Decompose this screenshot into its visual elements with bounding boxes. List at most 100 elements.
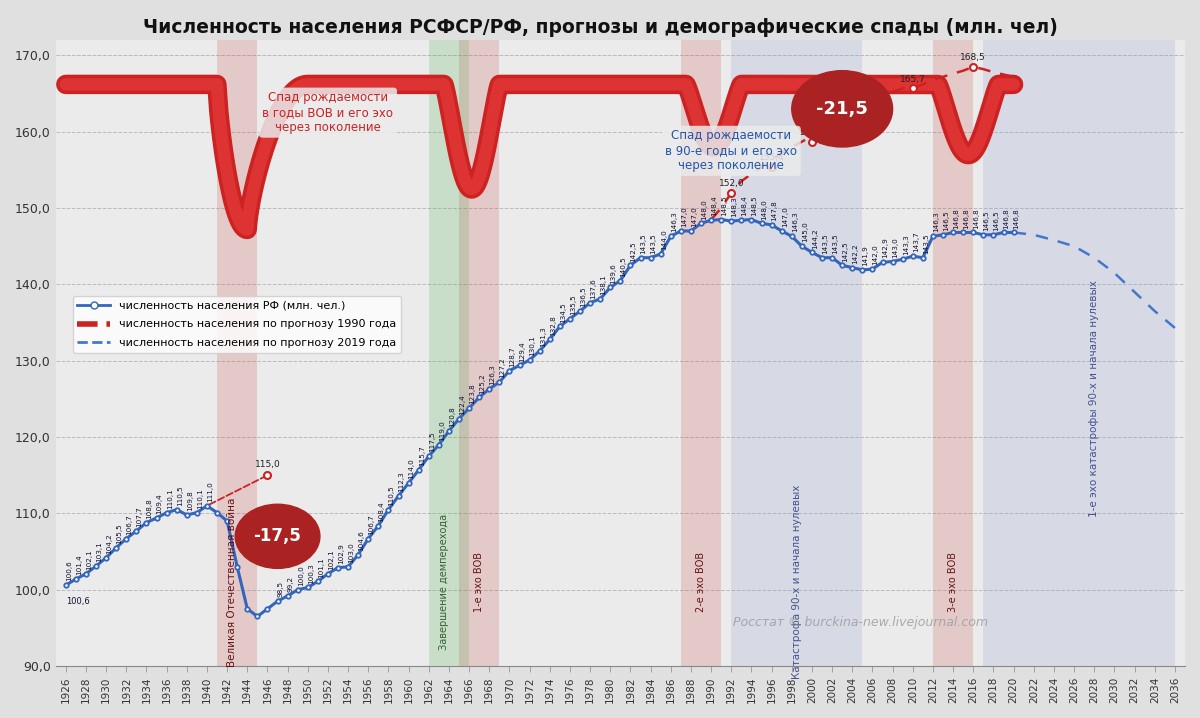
Legend: численность населения РФ (млн. чел.), численность населения по прогнозу 1990 год: численность населения РФ (млн. чел.), чи… (72, 296, 401, 353)
Text: 103,0: 103,0 (348, 542, 354, 563)
Text: Спад рождаемости
в годы ВОВ и его эхо
через поколение: Спад рождаемости в годы ВОВ и его эхо че… (263, 91, 394, 134)
Text: 106,7: 106,7 (126, 514, 132, 535)
Text: 135,5: 135,5 (570, 294, 576, 315)
Bar (983, 40, 1175, 666)
Text: 152,0: 152,0 (719, 180, 744, 188)
Text: 100,6: 100,6 (66, 597, 90, 605)
Text: 146,8: 146,8 (1014, 208, 1020, 228)
Text: Спад рождаемости
в 90-е годы и его эхо
через поколение: Спад рождаемости в 90-е годы и его эхо ч… (665, 129, 797, 172)
Text: 109,4: 109,4 (156, 493, 162, 514)
Text: 144,2: 144,2 (812, 228, 818, 248)
Text: 143,0: 143,0 (893, 237, 899, 258)
Text: 128,7: 128,7 (510, 346, 516, 367)
Text: 119,0: 119,0 (439, 420, 445, 441)
Text: 148,4: 148,4 (712, 196, 718, 216)
Text: 102,9: 102,9 (338, 543, 344, 564)
Text: 146,5: 146,5 (994, 210, 1000, 231)
Text: -17,5: -17,5 (253, 527, 301, 545)
Text: 143,5: 143,5 (923, 233, 929, 254)
Text: 1-е эхо ВОВ: 1-е эхо ВОВ (474, 552, 485, 612)
Text: 107,7: 107,7 (137, 506, 143, 527)
Text: 100,0: 100,0 (298, 565, 304, 586)
Text: 105,5: 105,5 (116, 523, 122, 544)
Text: 138,1: 138,1 (600, 274, 606, 295)
Bar (731, 40, 863, 666)
Text: 102,1: 102,1 (328, 549, 334, 570)
Text: 146,3: 146,3 (932, 212, 938, 233)
Text: 142,5: 142,5 (842, 241, 848, 261)
Text: 120,8: 120,8 (449, 406, 455, 427)
Text: 122,4: 122,4 (460, 394, 466, 415)
Text: 146,8: 146,8 (973, 208, 979, 228)
Text: 115,7: 115,7 (419, 445, 425, 466)
Text: 141,9: 141,9 (863, 246, 869, 266)
Text: 148,5: 148,5 (751, 195, 757, 215)
Text: 162,3: 162,3 (840, 101, 865, 110)
Text: 148,0: 148,0 (762, 199, 768, 220)
Bar (460, 40, 499, 666)
Bar (217, 40, 257, 666)
Text: 108,4: 108,4 (378, 501, 384, 522)
Text: 146,5: 146,5 (983, 210, 989, 231)
Text: 114,0: 114,0 (409, 458, 415, 479)
Text: 137,6: 137,6 (590, 278, 596, 299)
Text: 155,4: 155,4 (758, 153, 785, 162)
Text: 143,5: 143,5 (822, 233, 828, 254)
Text: 143,5: 143,5 (832, 233, 838, 254)
Text: Численность населения РСФСР/РФ, прогнозы и демографические спады (млн. чел): Численность населения РСФСР/РФ, прогнозы… (143, 18, 1057, 37)
Text: 129,4: 129,4 (520, 341, 526, 361)
Bar (932, 40, 973, 666)
Text: 134,5: 134,5 (560, 302, 566, 322)
Text: 147,0: 147,0 (691, 206, 697, 227)
Text: 1-е эхо катастрофы 90-х и начала нулевых: 1-е эхо катастрофы 90-х и начала нулевых (1090, 281, 1099, 518)
Text: 3-е эхо ВОВ: 3-е эхо ВОВ (948, 552, 958, 612)
Text: 142,2: 142,2 (852, 243, 858, 264)
Text: 101,1: 101,1 (318, 556, 324, 577)
Circle shape (792, 70, 893, 147)
Text: 102,1: 102,1 (86, 549, 92, 570)
Text: 146,5: 146,5 (943, 210, 949, 231)
Text: 125,2: 125,2 (479, 373, 485, 393)
Text: 140,5: 140,5 (620, 256, 626, 276)
Text: 143,5: 143,5 (641, 233, 647, 254)
Bar (428, 40, 469, 666)
Text: 148,5: 148,5 (721, 195, 727, 215)
Text: 112,3: 112,3 (398, 471, 404, 492)
Text: 148,4: 148,4 (742, 196, 748, 216)
Text: 142,0: 142,0 (872, 245, 878, 266)
Text: 117,5: 117,5 (428, 432, 434, 452)
Text: Росстат © burckina-new.livejournal.com: Росстат © burckina-new.livejournal.com (733, 615, 989, 628)
Text: Завершение демперехода: Завершение демперехода (439, 514, 449, 651)
Text: 110,1: 110,1 (167, 488, 173, 509)
Text: 136,5: 136,5 (580, 286, 586, 307)
Text: 99,2: 99,2 (288, 576, 294, 592)
Text: 101,4: 101,4 (76, 554, 82, 575)
Text: 104,2: 104,2 (106, 533, 112, 554)
Text: 131,3: 131,3 (540, 326, 546, 347)
Text: 139,6: 139,6 (611, 263, 617, 284)
Text: 130,1: 130,1 (529, 335, 535, 356)
Text: 143,3: 143,3 (902, 235, 908, 256)
Circle shape (235, 504, 320, 569)
Text: 104,6: 104,6 (359, 530, 365, 551)
Text: 144,0: 144,0 (661, 229, 667, 250)
Text: 100,3: 100,3 (308, 563, 314, 584)
Text: 145,0: 145,0 (802, 222, 808, 243)
Text: Великая Отечественная война: Великая Отечественная война (227, 498, 238, 667)
Text: 148,3: 148,3 (731, 197, 737, 218)
Text: Катастрофа 90-х и начала нулевых: Катастрофа 90-х и начала нулевых (792, 485, 802, 679)
Text: 165,7: 165,7 (900, 75, 925, 83)
Text: 98,5: 98,5 (277, 582, 283, 597)
Text: 100,6: 100,6 (66, 561, 72, 582)
Text: 142,9: 142,9 (882, 238, 888, 258)
Text: 143,5: 143,5 (650, 233, 656, 254)
Text: 127,2: 127,2 (499, 358, 505, 378)
Text: 147,8: 147,8 (772, 200, 778, 221)
Text: -21,5: -21,5 (816, 100, 868, 118)
Text: 110,5: 110,5 (389, 485, 395, 505)
Text: 108,8: 108,8 (146, 498, 152, 519)
Text: 142,5: 142,5 (630, 241, 636, 261)
Text: 111,0: 111,0 (206, 481, 212, 502)
Text: 110,5: 110,5 (176, 485, 182, 505)
Text: 110,1: 110,1 (197, 488, 203, 509)
